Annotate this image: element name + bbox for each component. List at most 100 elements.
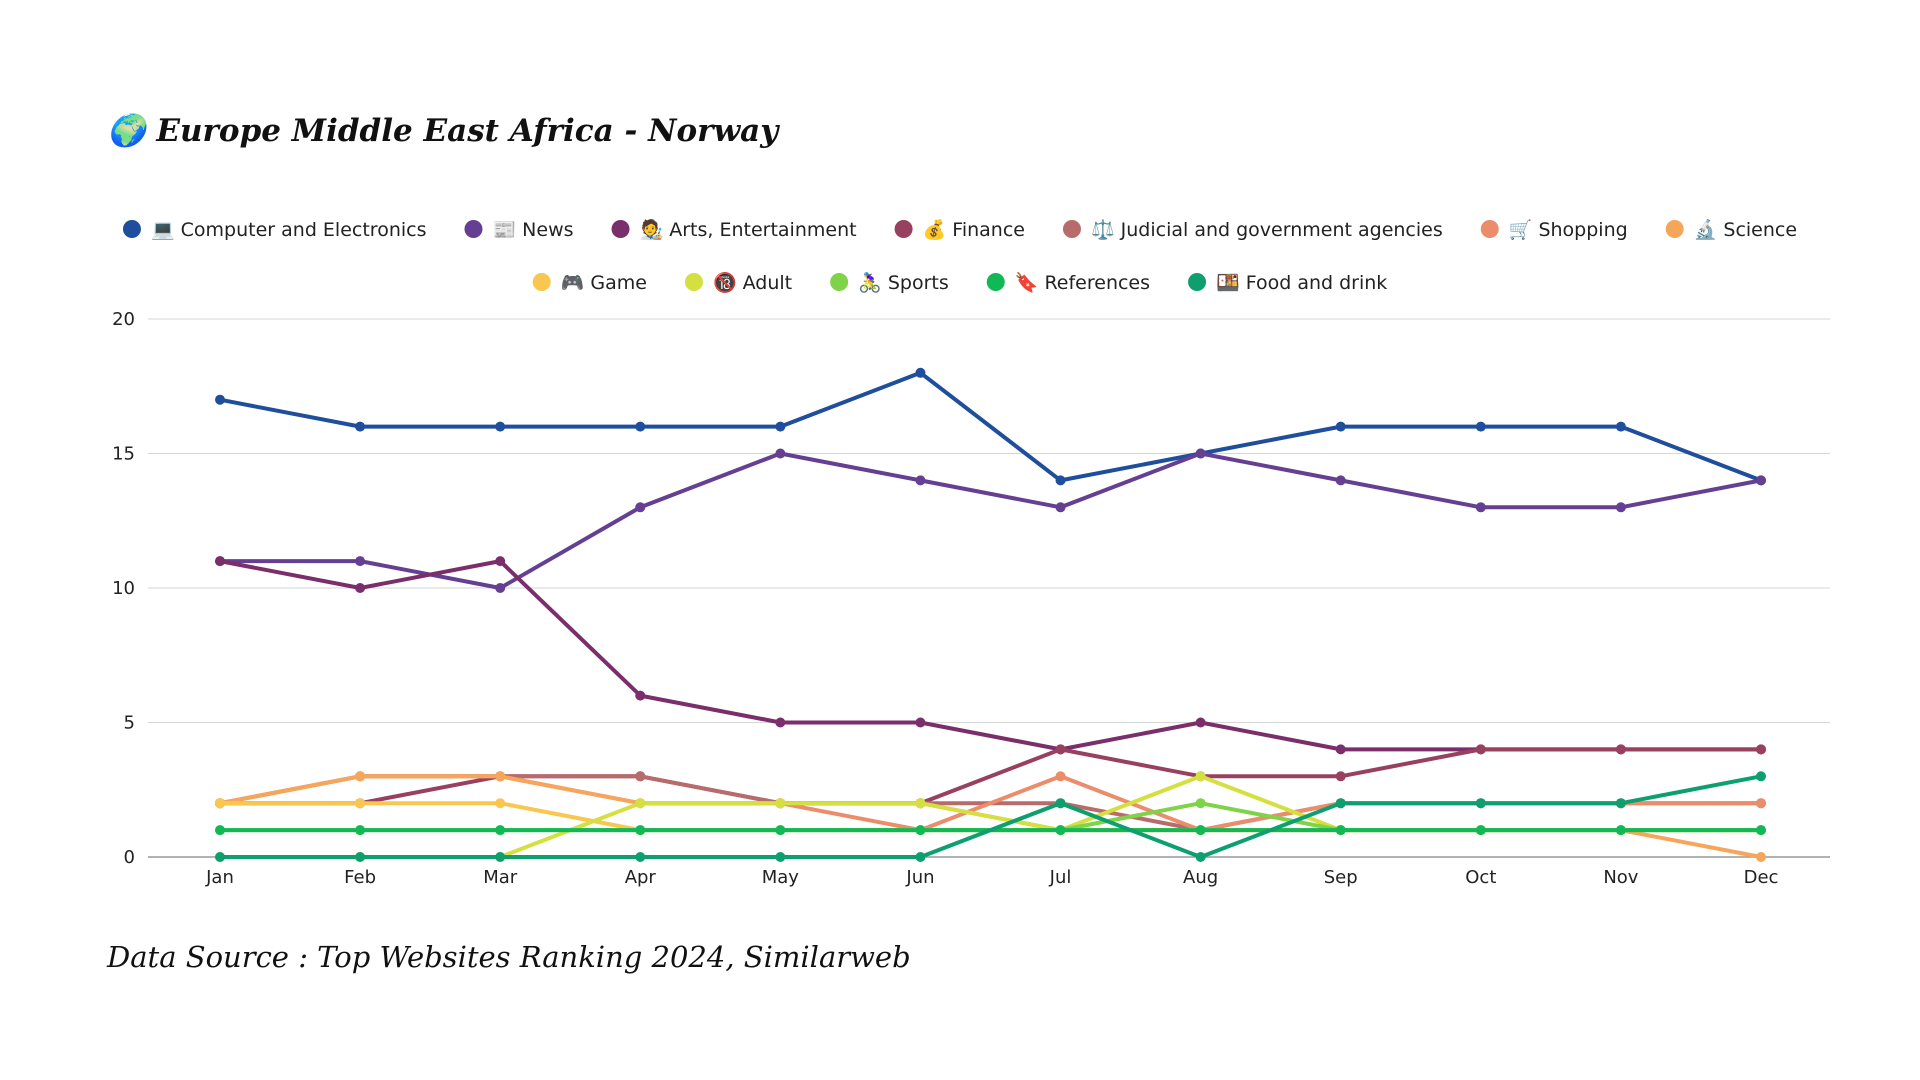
series-line — [218, 451, 1763, 590]
legend-label: 🍱 Food and drink — [1216, 272, 1387, 294]
legend-item[interactable]: 💻 Computer and Electronics — [122, 219, 427, 241]
legend-item[interactable]: 🔞 Adult — [684, 271, 792, 294]
legend-item[interactable]: 📰 News — [464, 219, 574, 241]
data-point — [1756, 744, 1766, 755]
y-tick-label: 5 — [124, 713, 135, 734]
series-group — [215, 367, 1766, 862]
data-point — [635, 502, 646, 513]
legend-marker — [830, 273, 849, 291]
legend-label: 🔬 Science — [1694, 218, 1797, 241]
legend-label: 📰 News — [492, 219, 573, 241]
data-point — [1055, 771, 1066, 782]
chart-title: 🌍 Europe Middle East Africa - Norway — [106, 112, 780, 149]
legend-item[interactable]: 🍱 Food and drink — [1188, 272, 1387, 294]
x-tick-label: Jan — [205, 867, 234, 888]
data-point — [1195, 448, 1206, 459]
legend-item[interactable]: 🔬 Science — [1665, 218, 1797, 241]
y-tick-label: 20 — [112, 309, 135, 330]
legend-item[interactable]: 🛒 Shopping — [1480, 218, 1628, 241]
legend-marker — [1188, 273, 1207, 291]
x-tick-label: Sep — [1324, 867, 1358, 888]
legend-marker — [464, 220, 483, 238]
data-point — [1055, 825, 1066, 836]
x-tick-label: Nov — [1603, 867, 1638, 888]
data-point — [1195, 717, 1206, 728]
data-point — [495, 771, 506, 782]
data-point — [1475, 798, 1486, 809]
legend-item[interactable]: 🔖 References — [986, 271, 1150, 294]
x-tick-label: Jun — [905, 867, 934, 888]
data-point — [1195, 771, 1206, 782]
data-point — [355, 771, 366, 782]
legend-label: 🎮 Game — [561, 272, 647, 294]
data-point — [215, 798, 225, 809]
data-point — [915, 852, 926, 862]
data-point — [635, 690, 646, 701]
data-point — [1756, 475, 1766, 486]
data-point — [775, 852, 786, 862]
data-point — [1055, 798, 1066, 809]
data-point — [1756, 852, 1766, 862]
data-point — [1475, 744, 1486, 755]
data-point — [635, 825, 646, 836]
series-line — [218, 370, 1763, 483]
legend-label: 🔞 Adult — [713, 271, 792, 294]
data-point — [1615, 798, 1626, 809]
y-tick-label: 15 — [112, 444, 135, 465]
legend-item[interactable]: 💰 Finance — [894, 218, 1025, 241]
data-point — [1475, 825, 1486, 836]
legend-label: 🚴‍♀️ Sports — [858, 271, 949, 294]
data-point — [1756, 798, 1766, 809]
data-point — [495, 798, 506, 809]
data-point — [1475, 421, 1486, 432]
data-point — [635, 421, 646, 432]
data-point — [775, 448, 786, 459]
data-point — [215, 825, 225, 836]
x-axis-ticks: Jan Feb Mar Apr May Jun Jul Aug Sep Oct Nov Dec — [205, 867, 1778, 888]
series-line — [218, 774, 1763, 859]
x-tick-label: Feb — [344, 867, 376, 888]
legend-marker — [532, 273, 551, 291]
data-point — [775, 798, 786, 809]
data-point — [1335, 798, 1346, 809]
data-point — [355, 421, 366, 432]
data-source-note: Data Source : Top Websites Ranking 2024,… — [106, 940, 911, 974]
grid — [148, 318, 1830, 858]
series-0 — [215, 367, 1766, 486]
legend-marker — [1062, 220, 1081, 238]
data-point — [635, 798, 646, 809]
data-point — [1195, 852, 1206, 862]
legend-row: 💻 Computer and Electronics 📰 News 🧑‍🎨 Arts… — [122, 218, 1797, 241]
legend-marker — [611, 220, 630, 238]
data-point — [1615, 421, 1626, 432]
data-point — [1335, 421, 1346, 432]
data-point — [915, 798, 926, 809]
legend-item[interactable]: 🧑‍🎨 Arts, Entertainment — [611, 218, 857, 241]
legend-marker — [1480, 220, 1499, 238]
legend-item[interactable]: 🚴‍♀️ Sports — [830, 271, 949, 294]
legend-item[interactable]: ⚖️ Judicial and government agencies — [1062, 218, 1443, 241]
data-point — [1055, 475, 1066, 486]
data-point — [495, 556, 506, 567]
series-line — [218, 559, 1763, 752]
legend-row: 🎮 Game 🔞 Adult 🚴‍♀️ Sports 🔖 References 🍱 Fo… — [532, 271, 1387, 294]
y-tick-label: 10 — [112, 578, 135, 599]
data-point — [355, 583, 366, 593]
data-point — [1195, 825, 1206, 836]
data-point — [1615, 744, 1626, 755]
data-point — [915, 367, 926, 378]
series-line — [218, 774, 1763, 859]
legend-marker — [894, 220, 913, 238]
data-point — [915, 717, 926, 728]
legend-item[interactable]: 🎮 Game — [532, 272, 647, 294]
x-tick-label: Apr — [625, 867, 657, 888]
y-tick-label: 0 — [124, 847, 135, 868]
data-point — [1335, 825, 1346, 836]
legend-marker — [684, 273, 703, 291]
data-point — [915, 475, 926, 486]
legend-label: ⚖️ Judicial and government agencies — [1091, 218, 1443, 241]
data-point — [1475, 502, 1486, 513]
data-point — [635, 852, 646, 862]
legend: 💻 Computer and Electronics 📰 News 🧑‍🎨 Arts… — [122, 218, 1797, 294]
